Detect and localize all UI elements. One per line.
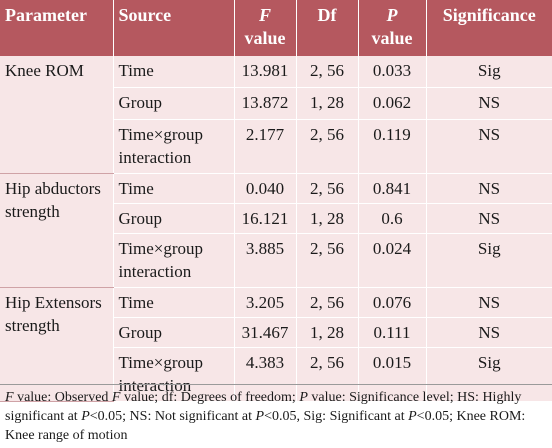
significance-cell: NS [426, 203, 552, 234]
table-row: Hip Extensors strength Time 3.205 2, 56 … [0, 287, 552, 402]
p-value-cell: 0.841 [358, 173, 427, 204]
f-value-cell: 31.467 [234, 317, 297, 348]
p-value-cell: 0.033 [358, 56, 427, 88]
p-value-cell: 0.119 [358, 119, 427, 174]
footnote-text: value: Observed [13, 390, 112, 405]
df-cell: 2, 56 [296, 119, 359, 174]
significance-cell: NS [426, 119, 552, 174]
df-cell: 2, 56 [296, 173, 359, 204]
significance-cell: Sig [426, 233, 552, 288]
p-value-cell: 0.062 [358, 87, 427, 120]
anova-table: Parameter Source F value Df P value Sign… [0, 0, 552, 402]
header-p-word: value [371, 28, 413, 48]
table-row: Hip abductors strength Time 0.040 2, 56 … [0, 173, 552, 288]
footnote-f: F [5, 390, 14, 405]
source-cell: Time [113, 56, 235, 88]
f-value-cell: 3.885 [234, 233, 297, 288]
df-cell: 2, 56 [296, 233, 359, 288]
f-value-cell: 4.383 [234, 347, 297, 402]
table-row: Time×group interaction 4.383 2, 56 0.015… [0, 347, 552, 402]
table-row: Group 31.467 1, 28 0.111 NS [0, 317, 552, 348]
footnote-text: <0.05; NS: Not significant at [89, 409, 256, 424]
f-value-cell: 3.205 [234, 287, 297, 318]
source-cell: Group [113, 317, 235, 348]
source-cell: Group [113, 87, 235, 120]
footnote-text: value; df: Degrees of freedom; [120, 390, 300, 405]
table-row: Group 16.121 1, 28 0.6 NS [0, 203, 552, 234]
table-footnote: F value: Observed F value; df: Degrees o… [0, 384, 552, 448]
table-row: Time×group interaction 2.177 2, 56 0.119… [0, 119, 552, 174]
f-value-cell: 13.981 [234, 56, 297, 88]
header-significance: Significance [426, 0, 552, 56]
table-body: Knee ROM Time 13.981 2, 56 0.033 Sig Gro… [0, 56, 552, 402]
header-f-word: value [244, 28, 286, 48]
df-cell: 2, 56 [296, 287, 359, 318]
header-row: Parameter Source F value Df P value Sign… [0, 0, 552, 56]
p-value-cell: 0.076 [358, 287, 427, 318]
p-value-cell: 0.024 [358, 233, 427, 288]
source-cell: Time×group interaction [113, 119, 235, 174]
parameter-cell: Knee ROM [0, 56, 114, 174]
source-cell: Group [113, 203, 235, 234]
footnote-f: F [111, 390, 121, 405]
footnote-p: P [81, 409, 90, 424]
p-value-cell: 0.111 [358, 317, 427, 348]
significance-cell: NS [426, 287, 552, 318]
significance-cell: Sig [426, 56, 552, 88]
footnote-text: value: Significance level; HS: Highly si… [5, 390, 522, 424]
significance-cell: NS [426, 87, 552, 120]
f-value-cell: 16.121 [234, 203, 297, 234]
footnote-text: <0.05, Sig: Significant at [264, 409, 409, 424]
p-value-cell: 0.015 [358, 347, 427, 402]
footnote-text: <0.05; Knee ROM: Knee range of motion [5, 409, 526, 443]
table-row: Time×group interaction 3.885 2, 56 0.024… [0, 233, 552, 288]
df-cell: 1, 28 [296, 317, 359, 348]
significance-cell: NS [426, 173, 552, 204]
df-cell: 2, 56 [296, 347, 359, 402]
df-cell: 2, 56 [296, 56, 359, 88]
footnote-p: P [255, 409, 265, 424]
table-row: Group 13.872 1, 28 0.062 NS [0, 87, 552, 120]
df-cell: 1, 28 [296, 87, 359, 120]
f-value-cell: 13.872 [234, 87, 297, 120]
source-cell: Time×group interaction [113, 347, 235, 402]
parameter-cell: Hip abductors strength [0, 173, 114, 288]
header-f-value: F value [234, 0, 297, 56]
footnote-p: P [299, 390, 308, 405]
header-parameter: Parameter [0, 0, 114, 56]
source-cell: Time [113, 287, 235, 318]
source-cell: Time [113, 173, 235, 204]
source-cell: Time×group interaction [113, 233, 235, 288]
p-value-cell: 0.6 [358, 203, 427, 234]
header-p-value: P value [358, 0, 427, 56]
header-source: Source [113, 0, 235, 56]
parameter-cell: Hip Extensors strength [0, 287, 114, 402]
footnote-p: P [408, 409, 417, 424]
significance-cell: Sig [426, 347, 552, 402]
header-p-letter: P [386, 5, 398, 25]
significance-cell: NS [426, 317, 552, 348]
f-value-cell: 2.177 [234, 119, 297, 174]
table-row: Knee ROM Time 13.981 2, 56 0.033 Sig [0, 56, 552, 174]
header-f-letter: F [258, 5, 271, 25]
header-df: Df [296, 0, 359, 56]
df-cell: 1, 28 [296, 203, 359, 234]
f-value-cell: 0.040 [234, 173, 297, 204]
